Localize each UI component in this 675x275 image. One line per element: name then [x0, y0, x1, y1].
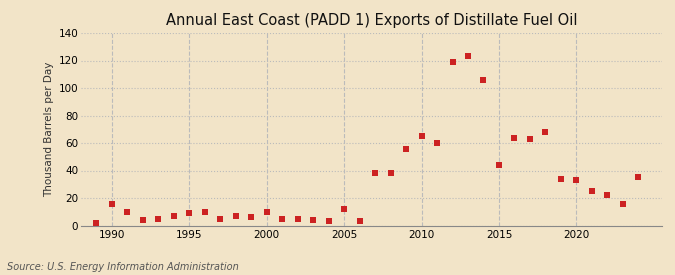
Point — [401, 146, 412, 151]
Point — [215, 216, 225, 221]
Title: Annual East Coast (PADD 1) Exports of Distillate Fuel Oil: Annual East Coast (PADD 1) Exports of Di… — [165, 13, 577, 28]
Point — [138, 218, 148, 222]
Y-axis label: Thousand Barrels per Day: Thousand Barrels per Day — [45, 62, 54, 197]
Point — [602, 193, 613, 197]
Point — [571, 178, 582, 182]
Point — [261, 210, 272, 214]
Point — [122, 210, 133, 214]
Point — [447, 60, 458, 64]
Point — [230, 214, 241, 218]
Point — [556, 177, 566, 181]
Point — [416, 134, 427, 138]
Point — [169, 214, 180, 218]
Point — [91, 221, 102, 225]
Point — [385, 171, 396, 175]
Point — [509, 135, 520, 140]
Point — [339, 207, 350, 211]
Point — [370, 171, 381, 175]
Point — [107, 201, 117, 206]
Point — [246, 215, 256, 219]
Point — [478, 78, 489, 82]
Point — [540, 130, 551, 134]
Text: Source: U.S. Energy Information Administration: Source: U.S. Energy Information Administ… — [7, 262, 238, 272]
Point — [633, 175, 644, 180]
Point — [277, 216, 288, 221]
Point — [308, 218, 319, 222]
Point — [618, 201, 628, 206]
Point — [199, 210, 210, 214]
Point — [292, 216, 303, 221]
Point — [323, 219, 334, 224]
Point — [587, 189, 597, 193]
Point — [524, 137, 535, 141]
Point — [431, 141, 442, 145]
Point — [354, 219, 365, 224]
Point — [153, 216, 164, 221]
Point — [184, 211, 195, 215]
Point — [493, 163, 504, 167]
Point — [462, 54, 473, 59]
